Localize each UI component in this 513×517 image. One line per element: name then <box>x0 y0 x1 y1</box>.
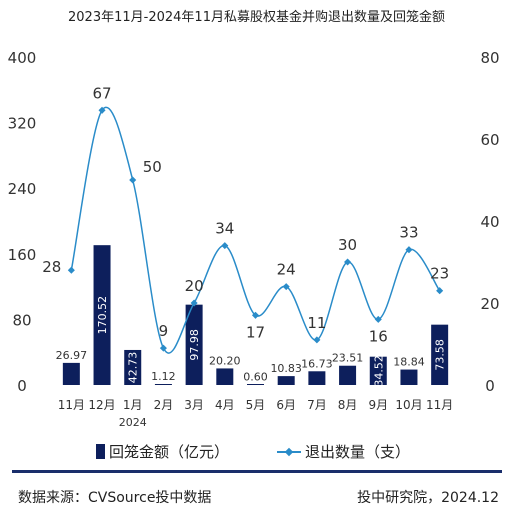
x-tick-label: 10月 <box>395 398 422 412</box>
line-point <box>190 299 198 307</box>
bar-data-label: 18.84 <box>393 356 425 369</box>
line-data-label: 50 <box>143 158 162 176</box>
bar-data-label: 23.51 <box>332 352 364 365</box>
line-data-label: 16 <box>369 327 388 345</box>
right-axis-tick: 60 <box>480 131 499 149</box>
line-data-label: 17 <box>246 323 265 341</box>
bar <box>247 384 264 385</box>
line-point <box>282 283 290 291</box>
x-tick-label: 11月 <box>58 398 85 412</box>
left-axis-tick: 160 <box>8 246 37 264</box>
bar <box>154 384 172 385</box>
x-tick-label: 2月 <box>154 398 174 412</box>
bar <box>431 324 449 385</box>
line-data-label: 30 <box>338 236 357 254</box>
legend-bar: 回笼金额（亿元） <box>96 441 229 462</box>
bar <box>216 368 234 385</box>
line-point <box>374 315 382 323</box>
bar <box>62 362 80 385</box>
line-data-label: 67 <box>92 84 111 102</box>
bar <box>339 365 357 385</box>
legend-bar-swatch <box>96 444 105 459</box>
legend-line-swatch <box>277 446 301 458</box>
line-point <box>313 336 321 344</box>
left-axis-tick: 320 <box>8 115 37 133</box>
line-data-label: 20 <box>185 277 204 295</box>
bar <box>369 356 387 385</box>
x-year-label: 2024 <box>119 416 147 429</box>
line-point <box>67 266 75 274</box>
footer-divider <box>12 470 502 473</box>
left-axis-tick: 0 <box>17 377 27 395</box>
bar-data-label: 16.73 <box>301 357 333 370</box>
combo-chart: 0 80 160 240 320 400 0 20 40 60 80 26.97 170.52 42.… <box>8 49 500 429</box>
bar <box>400 369 418 385</box>
bar-data-label: 73.58 <box>434 339 447 371</box>
bar <box>277 376 295 385</box>
x-tick-label: 5月 <box>246 398 266 412</box>
x-tick-label: 11月 <box>426 398 453 412</box>
x-tick-label: 12月 <box>88 398 115 412</box>
x-tick-label: 3月 <box>184 398 204 412</box>
x-tick-label: 9月 <box>368 398 388 412</box>
source-note: 数据来源：CVSource投中数据 <box>18 490 212 506</box>
bar-data-label: 34.52 <box>372 355 385 387</box>
line-point <box>129 176 137 184</box>
bar <box>93 245 111 385</box>
chart-title: 2023年11月-2024年11月私募股权基金并购退出数量及回笼金额 <box>68 10 445 25</box>
bar-data-label: 42.73 <box>127 352 140 384</box>
x-tick-label: 1月 <box>123 398 143 412</box>
x-tick-label: 4月 <box>215 398 235 412</box>
bar-data-label: 26.97 <box>56 349 88 362</box>
line-data-label: 24 <box>277 261 296 279</box>
bar-data-label: 170.52 <box>96 296 109 335</box>
right-axis-tick: 0 <box>485 377 495 395</box>
line-data-label: 23 <box>430 265 449 283</box>
left-axis-tick: 80 <box>12 311 31 329</box>
line-data-label: 28 <box>42 258 61 276</box>
bar <box>185 304 203 385</box>
line-point <box>251 311 260 319</box>
line-data-label: 34 <box>215 220 234 238</box>
bar-data-label: 10.83 <box>270 362 302 375</box>
bar-data-label: 97.98 <box>188 329 201 361</box>
line-point <box>436 287 444 295</box>
bar-data-label: 0.60 <box>243 371 268 384</box>
line-data-label: 9 <box>159 322 169 340</box>
line-point <box>405 246 413 254</box>
right-axis-tick: 40 <box>480 213 499 231</box>
legend-line-label: 退出数量（支） <box>305 443 411 461</box>
x-tick-label: 6月 <box>276 398 296 412</box>
x-tick-label: 7月 <box>307 398 327 412</box>
line-data-label: 11 <box>307 314 326 332</box>
bar-data-label: 20.20 <box>209 354 241 367</box>
legend-line: 退出数量（支） <box>277 441 410 462</box>
x-tick-label: 8月 <box>338 398 358 412</box>
line-point <box>344 258 352 266</box>
legend-bar-label: 回笼金额（亿元） <box>109 443 230 461</box>
right-axis-tick: 80 <box>480 49 499 67</box>
right-axis-tick: 20 <box>480 295 499 313</box>
count-line <box>70 106 441 354</box>
line-point <box>221 242 229 250</box>
left-axis-tick: 240 <box>8 180 37 198</box>
credit-note: 投中研究院，2024.12 <box>357 490 499 506</box>
line-point <box>159 344 167 352</box>
left-axis-tick: 400 <box>8 49 37 67</box>
bar <box>124 349 142 385</box>
line-point <box>98 106 106 114</box>
bar <box>308 371 326 385</box>
bar-data-label: 1.12 <box>151 370 176 383</box>
line-data-label: 33 <box>399 224 418 242</box>
